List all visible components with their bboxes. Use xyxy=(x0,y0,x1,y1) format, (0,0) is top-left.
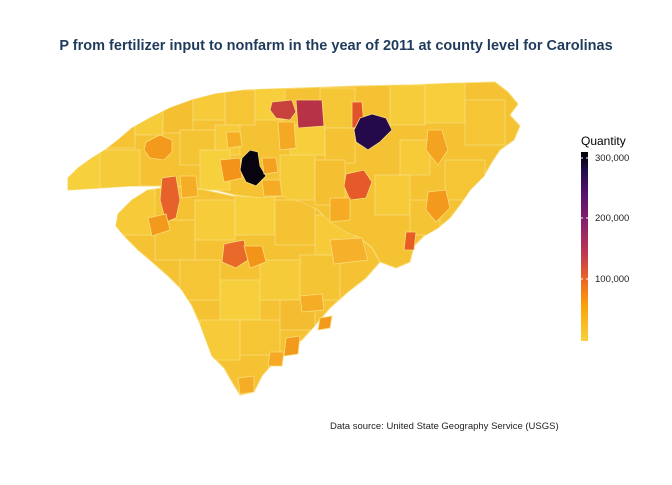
legend-tick-label: 300,000 xyxy=(595,153,630,164)
county-orange-sc-coast-1 xyxy=(317,315,333,331)
county-orange-sc-1 xyxy=(147,213,171,237)
legend-tick-label: 200,000 xyxy=(595,213,630,224)
county-crimson-north xyxy=(295,99,325,129)
county-orange-sc-2 xyxy=(329,197,351,223)
map-title: P from fertilizer input to nonfarm in th… xyxy=(59,38,613,54)
highlighted-counties xyxy=(143,99,451,395)
county-orange-1 xyxy=(219,157,243,183)
county-orange-southwest xyxy=(179,175,199,199)
data-source-caption: Data source: United State Geography Serv… xyxy=(330,421,559,432)
county-orange-nw xyxy=(277,121,297,151)
county-orange-west xyxy=(143,134,173,161)
legend-tick-label: 100,000 xyxy=(595,274,630,285)
county-orange-east xyxy=(425,129,449,166)
county-red-east xyxy=(343,169,373,201)
county-orange-sc-coast-2 xyxy=(283,335,301,357)
county-darkpurple-northeast xyxy=(353,113,393,151)
county-red-southwest xyxy=(159,175,181,223)
county-black-charlotte xyxy=(239,149,267,187)
county-orange-sc-coast-3 xyxy=(267,351,285,367)
legend-colorbar xyxy=(581,152,588,341)
county-red-north-1 xyxy=(269,99,297,121)
legend-ticks xyxy=(581,157,588,280)
county-orange-sw xyxy=(225,131,243,149)
county-orange-3 xyxy=(261,179,283,197)
legend-title: Quantity xyxy=(581,134,626,148)
county-orange-2 xyxy=(261,157,279,175)
county-orange-sc-tip xyxy=(237,375,255,395)
county-orange-sc-mid xyxy=(243,245,267,269)
county-orange-sc-south xyxy=(299,293,325,313)
county-orange-sc-east xyxy=(329,237,369,265)
county-orange-coast xyxy=(425,189,451,223)
county-red-coast xyxy=(403,231,417,251)
county-red-sc-mid xyxy=(221,239,249,269)
